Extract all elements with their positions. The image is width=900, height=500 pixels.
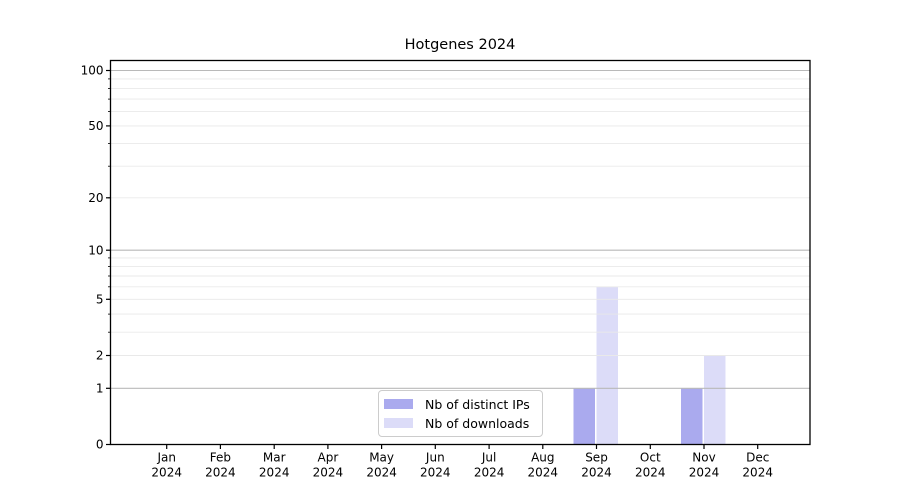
x-tick-label-jan: Jan 2024 bbox=[151, 451, 182, 480]
x-tick-label-aug: Aug 2024 bbox=[528, 451, 559, 480]
y-tick-label-1: 1 bbox=[96, 382, 104, 396]
gridlines bbox=[110, 69, 810, 389]
x-tick-label-feb: Feb 2024 bbox=[205, 451, 236, 480]
x-tick-label-mar: Mar 2024 bbox=[259, 451, 290, 480]
x-tick-label-nov: Nov 2024 bbox=[689, 451, 720, 480]
bar-distinct-ips-nov bbox=[681, 388, 703, 445]
bar-downloads-nov bbox=[704, 355, 726, 445]
axis-frame bbox=[109, 59, 811, 446]
legend-label-downloads: Nb of downloads bbox=[425, 415, 530, 431]
bar-downloads-sep bbox=[596, 286, 618, 445]
y-tick-label-5: 5 bbox=[96, 293, 104, 307]
y-tick-label-50: 50 bbox=[88, 119, 103, 133]
chart-title: Hotgenes 2024 bbox=[404, 37, 516, 53]
legend-item-downloads: Nb of downloads bbox=[384, 417, 542, 430]
x-tick-labels: Jan 2024 Feb 2024 Mar 2024 Apr 2024 May 2024 Jun 20… bbox=[151, 451, 773, 480]
x-tick-label-jul: Jul 2024 bbox=[474, 451, 505, 480]
legend-item-distinct-ips: Nb of distinct IPs bbox=[384, 398, 542, 411]
x-tick-label-jun: Jun 2024 bbox=[420, 451, 451, 480]
y-tick-label-20: 20 bbox=[88, 191, 103, 205]
legend-swatch-downloads-icon bbox=[384, 418, 413, 428]
x-tick-label-apr: Apr 2024 bbox=[313, 451, 344, 480]
x-tick-label-sep: Sep 2024 bbox=[581, 451, 612, 480]
y-tick-labels: 0 1 2 5 10 20 50 100 bbox=[81, 64, 104, 452]
bar-distinct-ips-sep bbox=[573, 388, 595, 445]
legend-label-distinct-ips: Nb of distinct IPs bbox=[425, 396, 530, 412]
tick-marks bbox=[106, 69, 759, 449]
x-tick-label-oct: Oct 2024 bbox=[635, 451, 666, 480]
legend: Nb of distinct IPs Nb of downloads bbox=[378, 390, 543, 437]
bars bbox=[573, 286, 726, 445]
x-tick-label-may: May 2024 bbox=[366, 451, 397, 480]
legend-swatch-distinct-ips-icon bbox=[384, 399, 413, 409]
y-tick-label-10: 10 bbox=[88, 243, 103, 257]
y-tick-label-2: 2 bbox=[96, 349, 104, 363]
y-tick-label-0: 0 bbox=[96, 438, 104, 452]
x-tick-label-dec: Dec 2024 bbox=[742, 451, 773, 480]
y-tick-label-100: 100 bbox=[81, 64, 104, 78]
